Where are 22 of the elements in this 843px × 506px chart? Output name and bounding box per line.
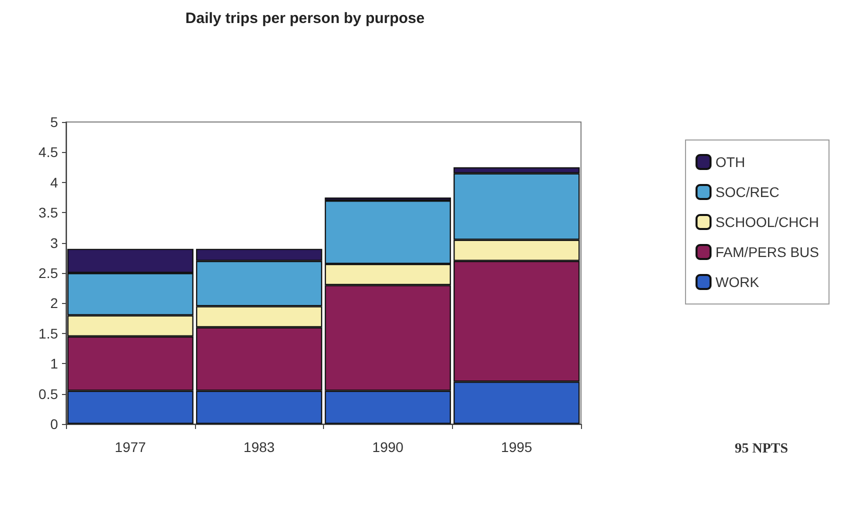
x-tick-label: 1977 [114,439,146,455]
chart-title: Daily trips per person by purpose [185,10,425,27]
y-tick-label: 1 [50,356,58,372]
y-tick-label: 5 [50,114,58,130]
y-tick-label: 3 [50,234,58,251]
y-tick-label: 4.5 [38,144,58,160]
y-tick-label: 1.5 [38,325,58,342]
text: 95 NPTS [734,442,788,456]
y-tick-label: 4 [50,174,58,190]
legend-label: FAM/PERS BUS [716,244,819,260]
y-tick-label: 2.5 [38,265,58,281]
y-tick-label: 0 [50,416,58,432]
legend-label: OTH [716,154,746,170]
y-tick-label: 2 [50,295,58,312]
x-tick-label: 1990 [372,439,404,455]
legend-label: WORK [716,274,760,290]
x-tick-label: 1995 [501,439,532,455]
y-tick-label: 3.5 [38,204,58,221]
legend-label: SCHOOL/CHCH [716,214,819,230]
legend-label: SOC/REC [716,184,780,200]
x-tick-label: 1983 [244,439,275,455]
y-tick-label: 0.5 [38,386,58,402]
